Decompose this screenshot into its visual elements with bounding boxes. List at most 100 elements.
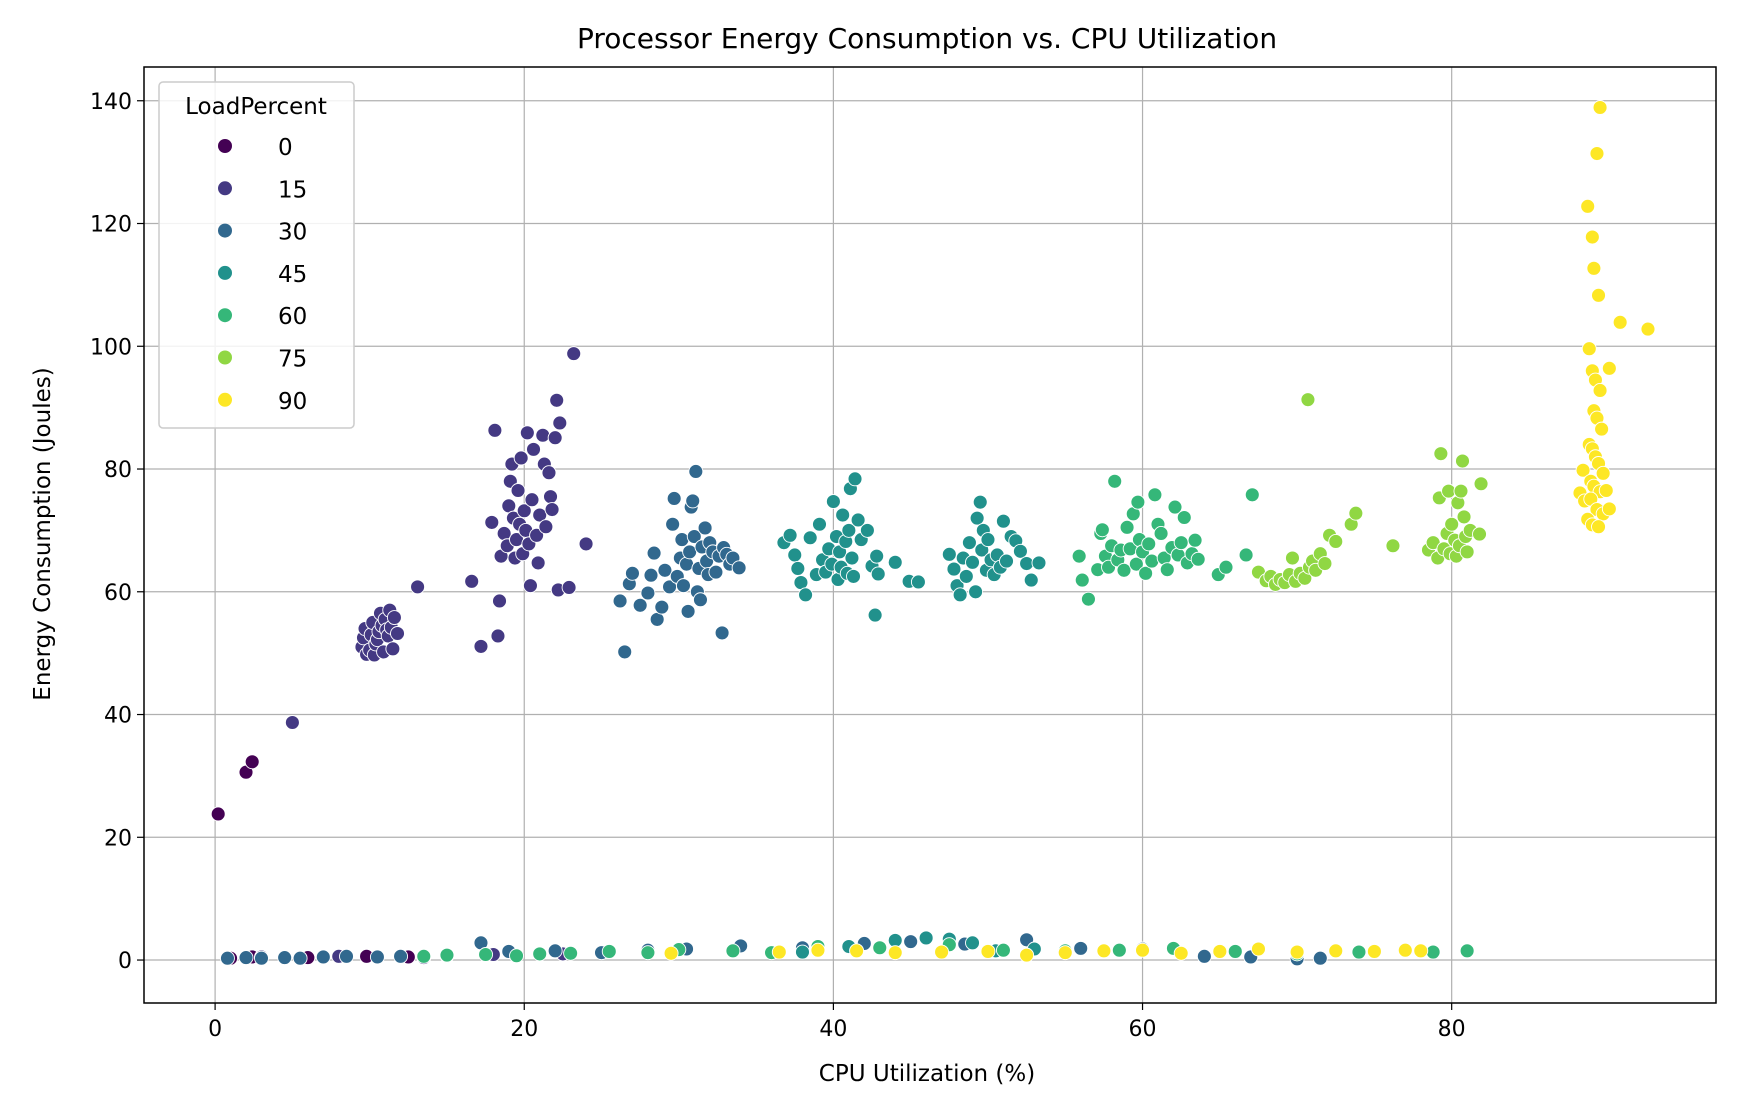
data-point-load-30 bbox=[903, 934, 919, 950]
data-point-load-90 bbox=[1212, 943, 1228, 959]
data-point-load-90 bbox=[1135, 942, 1150, 958]
data-point-load-75 bbox=[1328, 533, 1344, 549]
data-point-load-60 bbox=[1176, 510, 1192, 525]
data-point-load-60 bbox=[1116, 562, 1132, 578]
data-point-load-0 bbox=[210, 806, 226, 822]
data-point-load-60 bbox=[563, 945, 579, 961]
data-point-load-60 bbox=[1425, 944, 1441, 960]
data-point-load-15 bbox=[496, 526, 512, 541]
data-point-load-45 bbox=[867, 607, 883, 623]
legend-items: 0 15 30 45 60 75 90 bbox=[218, 135, 307, 415]
x-tick-label: 60 bbox=[1129, 1017, 1157, 1042]
data-point-load-15 bbox=[510, 483, 526, 498]
data-point-load-45 bbox=[887, 554, 903, 570]
x-axis-ticks: 0 20 40 60 80 bbox=[208, 1003, 1466, 1042]
data-point-load-30 bbox=[624, 565, 640, 581]
y-tick-label: 20 bbox=[104, 826, 132, 851]
data-point-load-45 bbox=[825, 494, 841, 509]
data-point-load-90 bbox=[1591, 519, 1606, 535]
data-point-load-75 bbox=[1317, 556, 1333, 571]
data-point-load-30 bbox=[640, 585, 656, 601]
x-tick-label: 0 bbox=[208, 1017, 222, 1042]
data-point-load-60 bbox=[601, 943, 617, 959]
y-axis-label: Energy Consumption (Joules) bbox=[30, 367, 56, 700]
data-point-load-15 bbox=[487, 422, 503, 438]
data-point-load-30 bbox=[277, 950, 293, 966]
data-point-load-45 bbox=[844, 550, 860, 566]
data-point-load-90 bbox=[980, 943, 996, 959]
data-point-load-90 bbox=[663, 945, 679, 961]
data-point-load-15 bbox=[544, 502, 560, 517]
data-point-load-30 bbox=[693, 592, 708, 608]
data-point-load-45 bbox=[952, 587, 968, 603]
data-point-load-45 bbox=[782, 527, 798, 543]
data-point-load-60 bbox=[995, 942, 1011, 958]
data-point-load-45 bbox=[941, 546, 957, 562]
data-point-load-75 bbox=[1300, 392, 1316, 408]
data-point-load-60 bbox=[416, 948, 432, 964]
data-point-load-60 bbox=[1227, 943, 1243, 959]
data-point-load-60 bbox=[872, 940, 888, 956]
data-point-load-90 bbox=[1173, 945, 1189, 961]
data-point-load-60 bbox=[1218, 559, 1234, 575]
data-point-load-75 bbox=[1456, 509, 1472, 525]
data-point-load-60 bbox=[1238, 547, 1254, 563]
data-point-load-60 bbox=[1167, 499, 1183, 515]
data-point-load-30 bbox=[254, 950, 269, 966]
legend-label-0: 0 bbox=[278, 135, 293, 161]
data-point-load-30 bbox=[547, 943, 563, 959]
data-point-load-30 bbox=[666, 491, 682, 506]
legend-label-15: 15 bbox=[278, 177, 307, 203]
data-point-load-60 bbox=[478, 947, 494, 962]
data-point-load-45 bbox=[859, 522, 875, 538]
data-point-load-30 bbox=[657, 562, 673, 578]
data-point-load-60 bbox=[1141, 536, 1157, 552]
y-tick-label: 120 bbox=[90, 213, 132, 238]
data-point-load-15 bbox=[284, 715, 300, 730]
data-point-load-60 bbox=[1111, 942, 1127, 958]
data-point-load-30 bbox=[686, 529, 702, 544]
data-point-load-75 bbox=[1453, 483, 1469, 499]
data-point-load-90 bbox=[1601, 501, 1617, 517]
data-point-load-45 bbox=[969, 510, 985, 526]
data-point-load-90 bbox=[1591, 287, 1606, 303]
data-point-load-45 bbox=[968, 584, 984, 600]
data-point-load-30 bbox=[632, 597, 648, 613]
data-point-load-15 bbox=[547, 430, 563, 446]
chart-title: Processor Energy Consumption vs. CPU Uti… bbox=[577, 22, 1277, 55]
data-point-load-60 bbox=[1159, 562, 1175, 578]
legend-box bbox=[158, 81, 355, 429]
data-point-load-90 bbox=[1575, 462, 1591, 478]
data-point-load-60 bbox=[640, 945, 656, 961]
data-point-load-15 bbox=[390, 626, 405, 641]
data-point-load-90 bbox=[1366, 943, 1382, 959]
data-point-load-90 bbox=[1584, 229, 1600, 245]
data-point-load-30 bbox=[238, 950, 254, 966]
data-point-load-15 bbox=[473, 638, 489, 654]
data-point-load-30 bbox=[1312, 950, 1328, 966]
legend-label-60: 60 bbox=[278, 304, 307, 330]
data-point-load-15 bbox=[566, 346, 582, 362]
data-point-load-45 bbox=[835, 507, 851, 523]
data-point-load-90 bbox=[887, 945, 903, 961]
data-point-load-90 bbox=[1289, 944, 1305, 960]
legend-marker-0 bbox=[218, 139, 232, 153]
data-point-load-15 bbox=[543, 489, 558, 505]
data-point-load-15 bbox=[464, 573, 480, 589]
data-point-load-30 bbox=[612, 593, 628, 609]
data-point-load-30 bbox=[617, 644, 633, 660]
data-point-load-75 bbox=[1285, 550, 1300, 566]
y-tick-label: 60 bbox=[104, 581, 132, 606]
data-point-load-30 bbox=[714, 625, 730, 641]
data-point-load-30 bbox=[674, 532, 690, 548]
data-point-load-60 bbox=[1173, 535, 1189, 551]
data-point-load-15 bbox=[410, 579, 426, 595]
data-point-load-45 bbox=[972, 494, 988, 510]
y-tick-label: 40 bbox=[104, 704, 132, 729]
data-point-load-45 bbox=[958, 568, 974, 584]
legend-marker-60 bbox=[218, 308, 232, 323]
legend-marker-90 bbox=[218, 392, 232, 407]
data-point-load-60 bbox=[1080, 591, 1096, 607]
data-point-load-30 bbox=[339, 948, 354, 964]
data-point-load-30 bbox=[682, 544, 698, 560]
